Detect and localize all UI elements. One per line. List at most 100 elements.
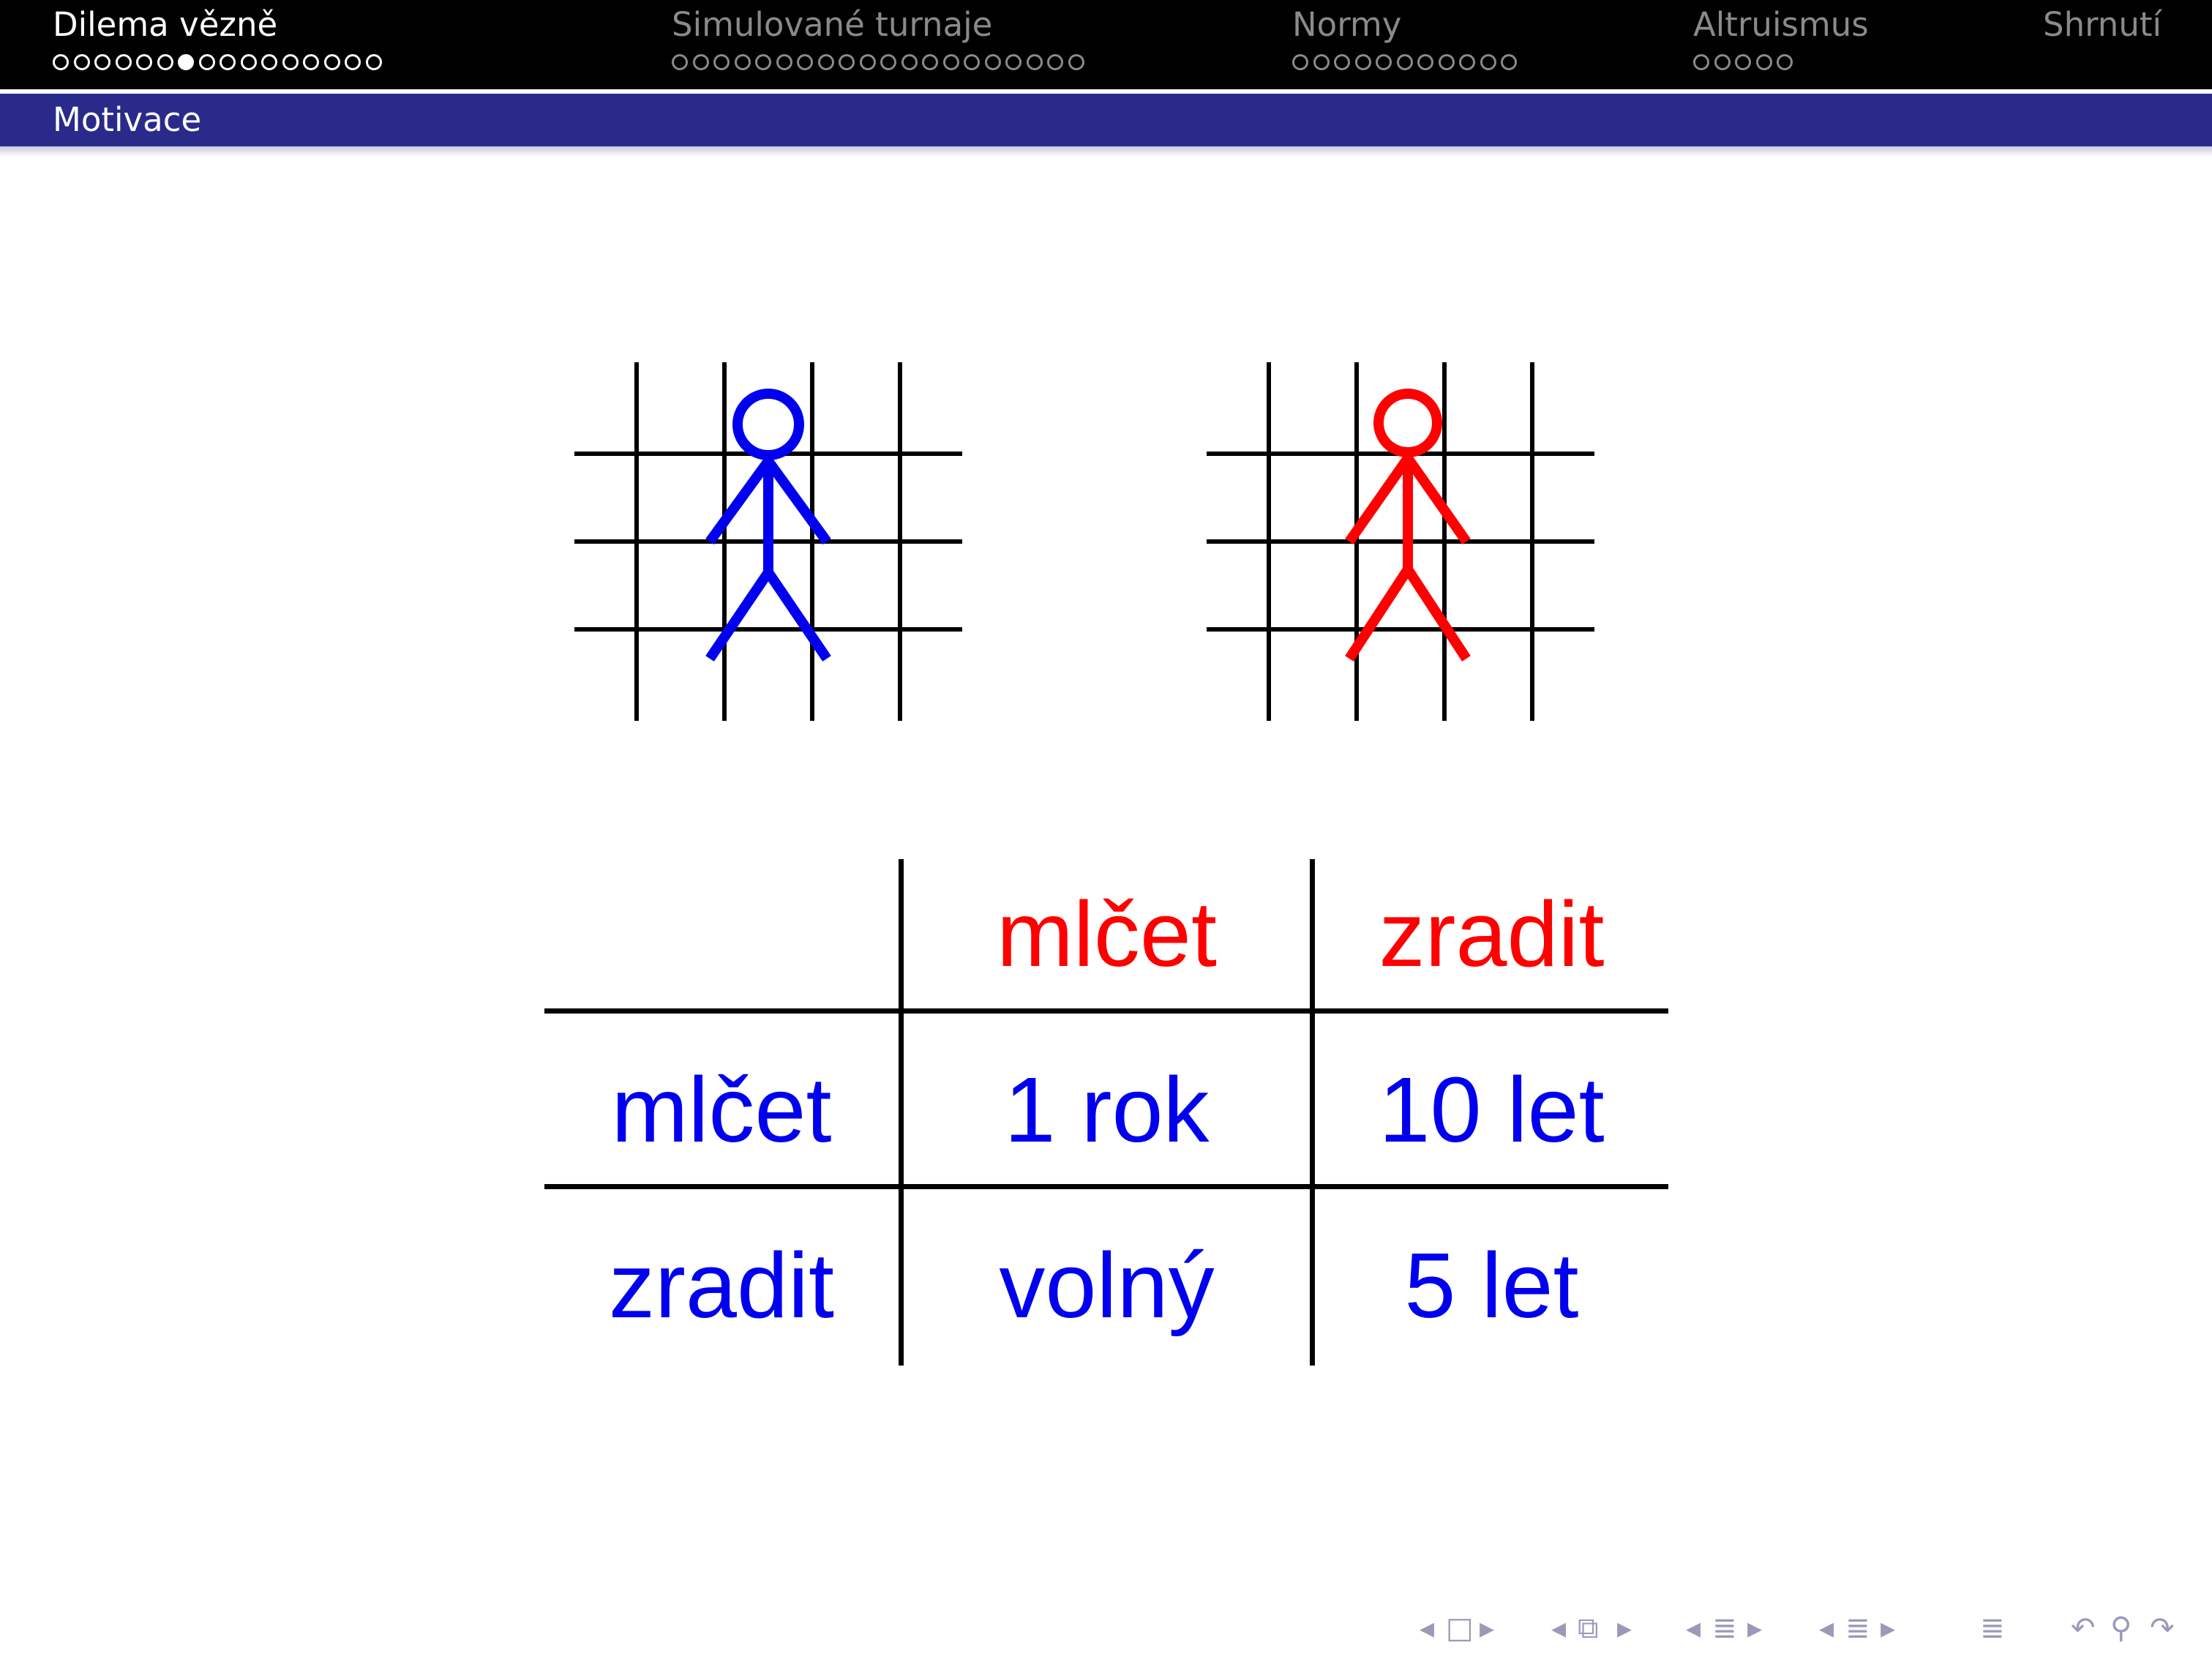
slide-dot[interactable] [922,54,938,70]
slide-dot[interactable] [1005,54,1021,70]
slide-dot[interactable] [1292,54,1308,70]
slide-dot[interactable] [901,54,918,70]
slide-dot[interactable] [53,54,69,70]
nav-slide-icon[interactable]: ⧉ [1578,1611,1599,1645]
table-cell: 1 rok [1004,1058,1210,1161]
slide-dot[interactable] [672,54,688,70]
nav-back-icon[interactable]: ↶ [2071,1611,2096,1645]
nav-section-icon[interactable]: ≣ [1845,1611,1870,1645]
slide-dot[interactable] [1501,54,1517,70]
slide-dot[interactable] [345,54,361,70]
prisoner-blue-figure [574,362,962,721]
slide-dot[interactable] [261,54,277,70]
slide-dot[interactable] [942,54,959,70]
section-dots[interactable] [1693,54,1798,76]
slide-dot[interactable] [713,54,730,70]
slide-dot[interactable] [1334,54,1350,70]
slide-dot[interactable] [1047,54,1063,70]
stick-figure-icon [1345,389,1471,662]
slide-dot[interactable] [94,54,110,70]
slide-dot[interactable] [692,54,709,70]
slide-dot[interactable] [220,54,236,70]
slide-dot[interactable] [240,54,257,70]
slide-dot[interactable] [1480,54,1496,70]
beamer-navigation: ◂ □ ▸ ◂ ⧉ ▸ ◂ ≣ ▸ ◂ ≣ ▸ ≣ ↶ ⚲ ↷ [1420,1610,2195,1647]
nav-section-prev-icon[interactable]: ◂ [1819,1611,1834,1645]
slide-dot[interactable] [1438,54,1455,70]
section-dots[interactable] [53,54,386,76]
subsection-title[interactable]: Motivace [53,100,202,139]
slide-dot[interactable] [1459,54,1475,70]
slide-dot[interactable] [115,54,132,70]
slide-dot[interactable] [323,54,340,70]
slide-dot[interactable] [136,54,152,70]
slide-dot[interactable] [859,54,876,70]
slide-dot[interactable] [1755,54,1772,70]
slide-dot[interactable] [1068,54,1084,70]
slide-dot[interactable] [1313,54,1330,70]
slide-dot[interactable] [1026,54,1043,70]
table-divider [1310,859,1315,1366]
slide-dot[interactable] [1376,54,1392,70]
nav-frame-icon[interactable]: □ [1446,1611,1474,1645]
table-divider [899,859,904,1366]
section-dots[interactable] [1292,54,1522,76]
table-divider [544,1184,1668,1189]
section-navigation-bar: Dilema vězně Simulované turnaje Normy Al… [0,0,2212,89]
slide-dot[interactable] [282,54,299,70]
nav-subsection-icon[interactable]: ≣ [1712,1611,1737,1645]
slide-dot[interactable] [198,54,215,70]
slide-dot[interactable] [1777,54,1793,70]
slide-dot[interactable] [157,54,173,70]
slide-dot[interactable] [984,54,1001,70]
slide-dot[interactable] [303,54,319,70]
slide-dot[interactable] [755,54,771,70]
section-title[interactable]: Dilema vězně [53,5,278,44]
column-header-zradit: zradit [1379,883,1605,986]
nav-subsection-prev-icon[interactable]: ◂ [1686,1611,1701,1645]
nav-slide-prev-icon[interactable]: ◂ [1551,1611,1567,1645]
nav-toc-icon[interactable]: ≣ [1980,1611,2005,1645]
slide-dot[interactable] [1396,54,1413,70]
slide-dot[interactable] [1714,54,1731,70]
slide-dot[interactable] [365,54,382,70]
prisoner-red-figure [1207,362,1594,721]
column-header-mlcet: mlčet [996,883,1218,986]
stick-figure-icon [705,389,831,662]
table-divider [544,1008,1668,1014]
row-label-zradit: zradit [608,1234,835,1337]
slide-dot[interactable] [880,54,896,70]
table-cell: volný [999,1234,1215,1337]
prison-bars-icon [1207,362,1594,721]
row-label-mlcet: mlčet [611,1058,832,1161]
table-cell: 10 let [1379,1058,1605,1161]
section-title[interactable]: Shrnutí [2043,5,2162,44]
subsection-shadow [0,146,2212,157]
slide-dot[interactable] [73,54,90,70]
slide-dot[interactable] [839,54,855,70]
slide-dot[interactable] [776,54,792,70]
slide-dot[interactable] [178,54,194,70]
nav-section-next-icon[interactable]: ▸ [1881,1611,1896,1645]
section-title[interactable]: Simulované turnaje [672,5,993,44]
slide-dot[interactable] [964,54,980,70]
subsection-bar: Motivace [0,94,2212,146]
slide-dot[interactable] [1693,54,1709,70]
table-cell: 5 let [1404,1234,1579,1337]
section-dots[interactable] [672,54,1089,76]
nav-search-icon[interactable]: ⚲ [2110,1611,2132,1645]
nav-frame-prev-icon[interactable]: ◂ [1420,1611,1435,1645]
slide-dot[interactable] [734,54,751,70]
nav-slide-next-icon[interactable]: ▸ [1617,1611,1632,1645]
payoff-table: mlčet zradit mlčet 1 rok 10 let zradit v… [544,859,1668,1366]
nav-subsection-next-icon[interactable]: ▸ [1747,1611,1763,1645]
section-title[interactable]: Normy [1292,5,1402,44]
section-title[interactable]: Altruismus [1693,5,1869,44]
slide-dot[interactable] [1354,54,1371,70]
slide-dot[interactable] [817,54,834,70]
nav-frame-next-icon[interactable]: ▸ [1480,1611,1495,1645]
slide-dot[interactable] [1735,54,1751,70]
slide-dot[interactable] [797,54,813,70]
slide-dot[interactable] [1417,54,1433,70]
nav-forward-icon[interactable]: ↷ [2150,1611,2175,1645]
